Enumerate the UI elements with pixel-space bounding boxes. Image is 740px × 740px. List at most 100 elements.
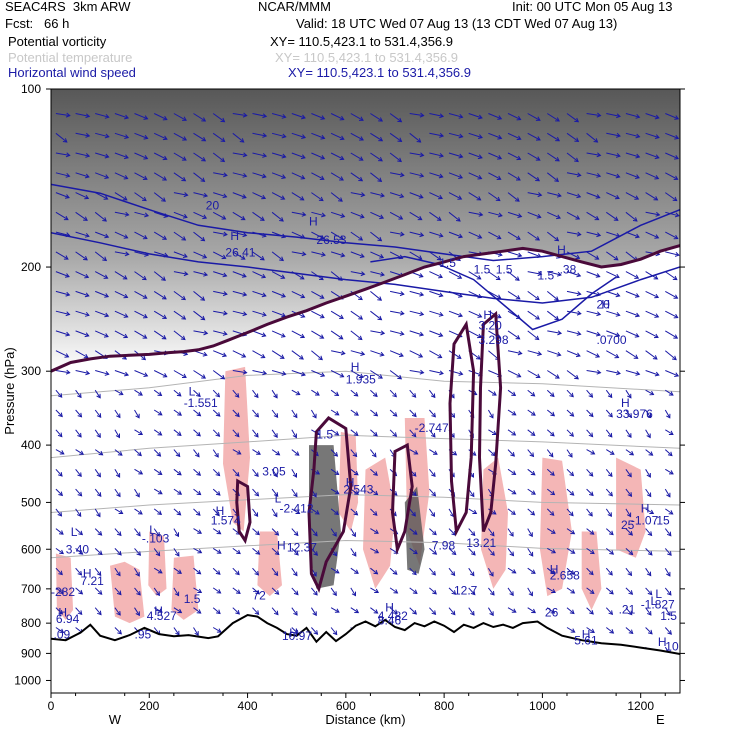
wind-vector-78	[94, 587, 103, 595]
wind-vector-head-349	[320, 155, 326, 160]
wind-vector-195	[193, 251, 207, 259]
wind-vector-339	[291, 488, 298, 497]
wind-vector-157	[153, 567, 163, 574]
wind-vector-536	[448, 172, 463, 179]
wind-vector-249	[232, 251, 246, 260]
wind-vector-503	[409, 567, 417, 575]
theta-contour-0	[51, 370, 680, 397]
wind-vector-374	[330, 113, 344, 121]
wind-vector-head-677	[549, 392, 555, 398]
wind-vector-483	[409, 172, 424, 177]
wind-vector-head-103	[116, 571, 121, 577]
wind-vector-162	[173, 132, 187, 141]
wind-vector-695	[566, 211, 580, 220]
wind-vector-398	[330, 587, 337, 596]
wind-vector-207	[193, 488, 201, 495]
wind-vector-head-589	[495, 196, 501, 202]
wind-vector-214	[193, 627, 199, 636]
wind-vector-head-188	[201, 117, 207, 122]
wind-vector-head-727	[596, 311, 602, 317]
wind-vector-head-548	[450, 413, 456, 418]
wind-vector-293	[252, 607, 259, 615]
wind-vector-436	[370, 271, 385, 276]
wind-vector-79	[94, 607, 102, 615]
wind-vector-813	[645, 409, 652, 418]
wind-vector-head-434	[377, 236, 383, 242]
wind-vector-25	[55, 607, 63, 615]
wind-vector-head-377	[339, 176, 344, 181]
wind-vector-512	[429, 211, 442, 221]
wind-vector-164	[173, 172, 186, 182]
wind-vector-head-342	[294, 550, 299, 556]
wind-vector-head-592	[497, 252, 503, 257]
wind-vector-head-216	[220, 137, 226, 142]
wind-vector-head-176	[177, 411, 182, 416]
wind-vector-747	[606, 172, 620, 178]
wind-vector-530	[429, 567, 436, 576]
wind-vector-head-736	[588, 491, 594, 497]
wind-vector-56	[95, 152, 109, 158]
wind-vector-head-408	[359, 253, 365, 258]
wind-vector-380	[330, 231, 344, 240]
wind-vector-369	[311, 548, 318, 556]
wind-vector-head-666	[554, 177, 560, 183]
wind-vector-head-258	[234, 432, 240, 438]
wind-vector-head-845	[666, 492, 671, 498]
wind-vector-391	[330, 449, 338, 457]
wind-vector-head-329	[300, 293, 306, 299]
wind-vector-head-705	[569, 412, 575, 417]
wind-vector-616	[507, 211, 522, 218]
wind-vector-371	[311, 587, 318, 596]
wind-vector-head-502	[413, 549, 418, 555]
wind-vector-head-54	[104, 113, 110, 119]
wind-vector-438	[370, 310, 382, 321]
wind-vector-529	[429, 548, 437, 555]
wind-vector-head-144	[162, 314, 168, 319]
wind-vector-head-84	[122, 196, 128, 201]
wind-vector-head-45	[77, 472, 82, 478]
wind-vector-320	[291, 113, 306, 119]
wind-vector-554	[448, 528, 456, 536]
wind-vector-head-162	[182, 136, 188, 141]
contour-label-61: 6.94	[56, 612, 80, 626]
wind-vector-636	[507, 607, 517, 613]
wind-vector-843	[664, 449, 673, 456]
contour-label-54: 4.482	[378, 609, 408, 623]
wind-vector-head-686	[550, 569, 556, 575]
wind-vector-557	[448, 587, 456, 595]
wind-vector-head-447	[373, 490, 379, 496]
wind-vector-726	[586, 290, 601, 296]
wind-vector-head-580	[470, 531, 476, 537]
wind-vector-head-520	[439, 370, 444, 376]
wind-vector-535	[448, 152, 463, 158]
wind-vector-491	[409, 330, 424, 336]
wind-vector-248	[232, 231, 247, 236]
wind-vector-head-119	[141, 355, 147, 361]
wind-vector-head-367	[314, 510, 320, 515]
wind-vector-head-215	[220, 117, 226, 123]
wind-vector-head-40	[85, 370, 91, 376]
wind-vector-head-734	[590, 450, 596, 455]
contour-label-11: 20	[597, 298, 611, 312]
wind-vector-591	[488, 231, 501, 240]
wind-vector-224	[213, 290, 228, 295]
wind-vector-head-200	[202, 351, 208, 357]
wind-vector-239	[212, 587, 221, 594]
wind-vector-741	[586, 587, 595, 594]
wind-vector-90	[114, 310, 128, 318]
wind-vector-head-303	[281, 293, 286, 298]
wind-vector-385	[330, 330, 343, 340]
wind-vector-head-332	[299, 355, 304, 360]
wind-vector-408	[350, 251, 365, 258]
wind-vector-19	[55, 488, 63, 496]
wind-vector-387	[330, 370, 344, 378]
wind-vector-head-581	[470, 550, 476, 556]
wind-vector-180	[173, 488, 182, 495]
contour-label-52: .21	[619, 602, 636, 616]
wind-vector-head-56	[104, 153, 110, 159]
wind-vector-842	[665, 429, 674, 435]
wind-vector-62	[94, 271, 108, 279]
wind-vector-head-322	[300, 154, 306, 160]
wind-vector-head-387	[339, 373, 345, 378]
